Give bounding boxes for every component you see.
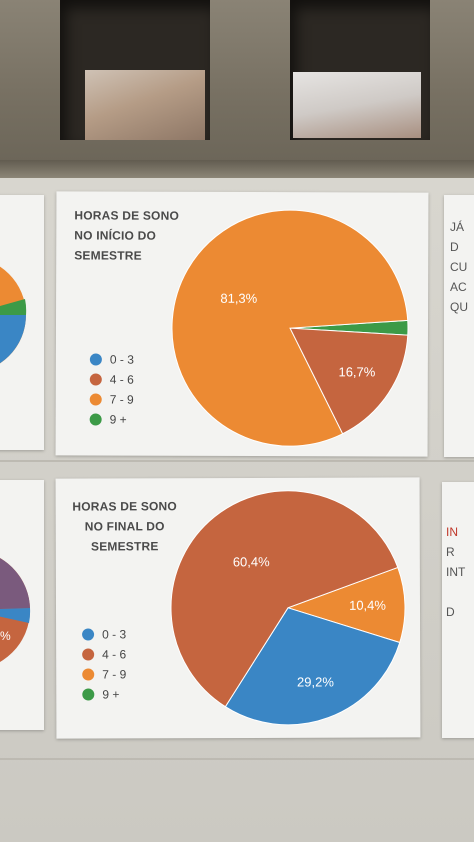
- legend-swatch: [82, 688, 95, 701]
- legend-label: 9 +: [102, 687, 120, 702]
- partial-text-line: JÁ: [450, 220, 465, 234]
- pie-slice-0-3: [224, 607, 401, 726]
- legend-swatch: [89, 413, 102, 426]
- pie-slice-label: 16,7%: [338, 364, 375, 379]
- partial-text-line: AC: [450, 280, 467, 294]
- legend-item: 7 - 9: [89, 389, 134, 409]
- legend-label: 4 - 6: [109, 372, 134, 387]
- legend-label: 9 +: [109, 412, 127, 427]
- partial-pie-left-bottom: %: [0, 558, 31, 662]
- chart-title-line: NO FINAL DO: [84, 519, 165, 534]
- pie-slice-label: 81,3%: [220, 291, 257, 306]
- partial-poster-text: JÁ D CU AC QU: [450, 217, 468, 317]
- pie-slice-4-6: [289, 327, 409, 435]
- legend-label: 7 - 9: [102, 667, 127, 682]
- legend-item: 7 - 9: [82, 664, 126, 684]
- pie-slice-4-6: [170, 490, 399, 708]
- pie-slice-7-9: [286, 566, 406, 644]
- legend-swatch: [89, 393, 102, 406]
- legend-item: 0 - 3: [82, 624, 126, 644]
- pie-chart-start: 16,7% 81,3%: [171, 209, 409, 447]
- partial-text-line: IN: [446, 525, 458, 539]
- partial-text-line: QU: [450, 300, 468, 314]
- partial-pie-left-top: [0, 266, 27, 364]
- poster-sleep-end-semester: HORAS DE SONO NO FINAL DO SEMESTRE 10,4%…: [55, 477, 421, 739]
- legend-label: 0 - 3: [109, 352, 134, 367]
- partial-text-line: CU: [450, 260, 468, 274]
- legend-swatch: [82, 648, 95, 661]
- partial-poster-right-bottom: IN R INT D: [442, 482, 474, 738]
- legend-label: 7 - 9: [109, 392, 134, 407]
- chart-title-line: SEMESTRE: [90, 539, 159, 554]
- legend-item: 0 - 3: [89, 349, 134, 369]
- partial-poster-left-bottom: %: [0, 480, 44, 730]
- chart-title: HORAS DE SONO NO FINAL DO SEMESTRE: [66, 496, 184, 556]
- chart-title-line: HORAS DE SONO: [72, 499, 177, 514]
- partial-text-line: [446, 582, 465, 602]
- legend-item: 9 +: [82, 684, 126, 704]
- partial-text-line: D: [450, 240, 459, 254]
- pie-chart-end: 10,4% 29,2% 60,4%: [170, 490, 406, 726]
- legend-swatch: [89, 353, 102, 366]
- wall-ledge: [0, 160, 474, 178]
- legend-label: 0 - 3: [102, 627, 127, 642]
- wall-seam: [0, 460, 474, 462]
- concrete-block-wall: [0, 0, 474, 175]
- chart-legend: 0 - 3 4 - 6 7 - 9 9 +: [82, 624, 126, 704]
- legend-item: 4 - 6: [82, 644, 126, 664]
- partial-poster-left-top: [0, 195, 44, 450]
- legend-swatch: [82, 668, 95, 681]
- view-through-opening-right: [293, 72, 421, 138]
- legend-label: 4 - 6: [102, 647, 127, 662]
- legend-swatch: [82, 628, 95, 641]
- pie-slice-label: 29,2%: [297, 674, 334, 689]
- legend-item: 9 +: [89, 409, 134, 429]
- wall-seam: [0, 758, 474, 760]
- poster-sleep-start-semester: HORAS DE SONO NO INÍCIO DO SEMESTRE 16,7…: [55, 191, 429, 457]
- partial-poster-text: IN R INT D: [446, 502, 465, 622]
- partial-text-line: [446, 502, 465, 522]
- partial-poster-right-top: JÁ D CU AC QU: [444, 195, 474, 457]
- pie-slice-7-9: [171, 209, 409, 447]
- partial-text-line: R: [446, 545, 455, 559]
- partial-text-line: INT: [446, 565, 466, 579]
- legend-swatch: [89, 373, 102, 386]
- chart-legend: 0 - 3 4 - 6 7 - 9 9 +: [89, 349, 134, 429]
- view-through-opening-left: [85, 70, 205, 140]
- pie-slice-label: 10,4%: [349, 598, 386, 613]
- partial-text-line: D: [446, 605, 455, 619]
- partial-pie-label: %: [0, 629, 11, 643]
- legend-item: 4 - 6: [89, 369, 134, 389]
- pie-slice-label: 60,4%: [233, 554, 270, 569]
